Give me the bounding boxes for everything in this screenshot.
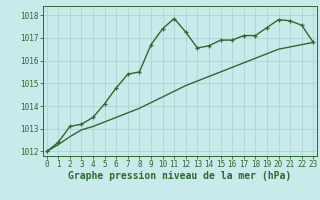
X-axis label: Graphe pression niveau de la mer (hPa): Graphe pression niveau de la mer (hPa) — [68, 171, 292, 181]
